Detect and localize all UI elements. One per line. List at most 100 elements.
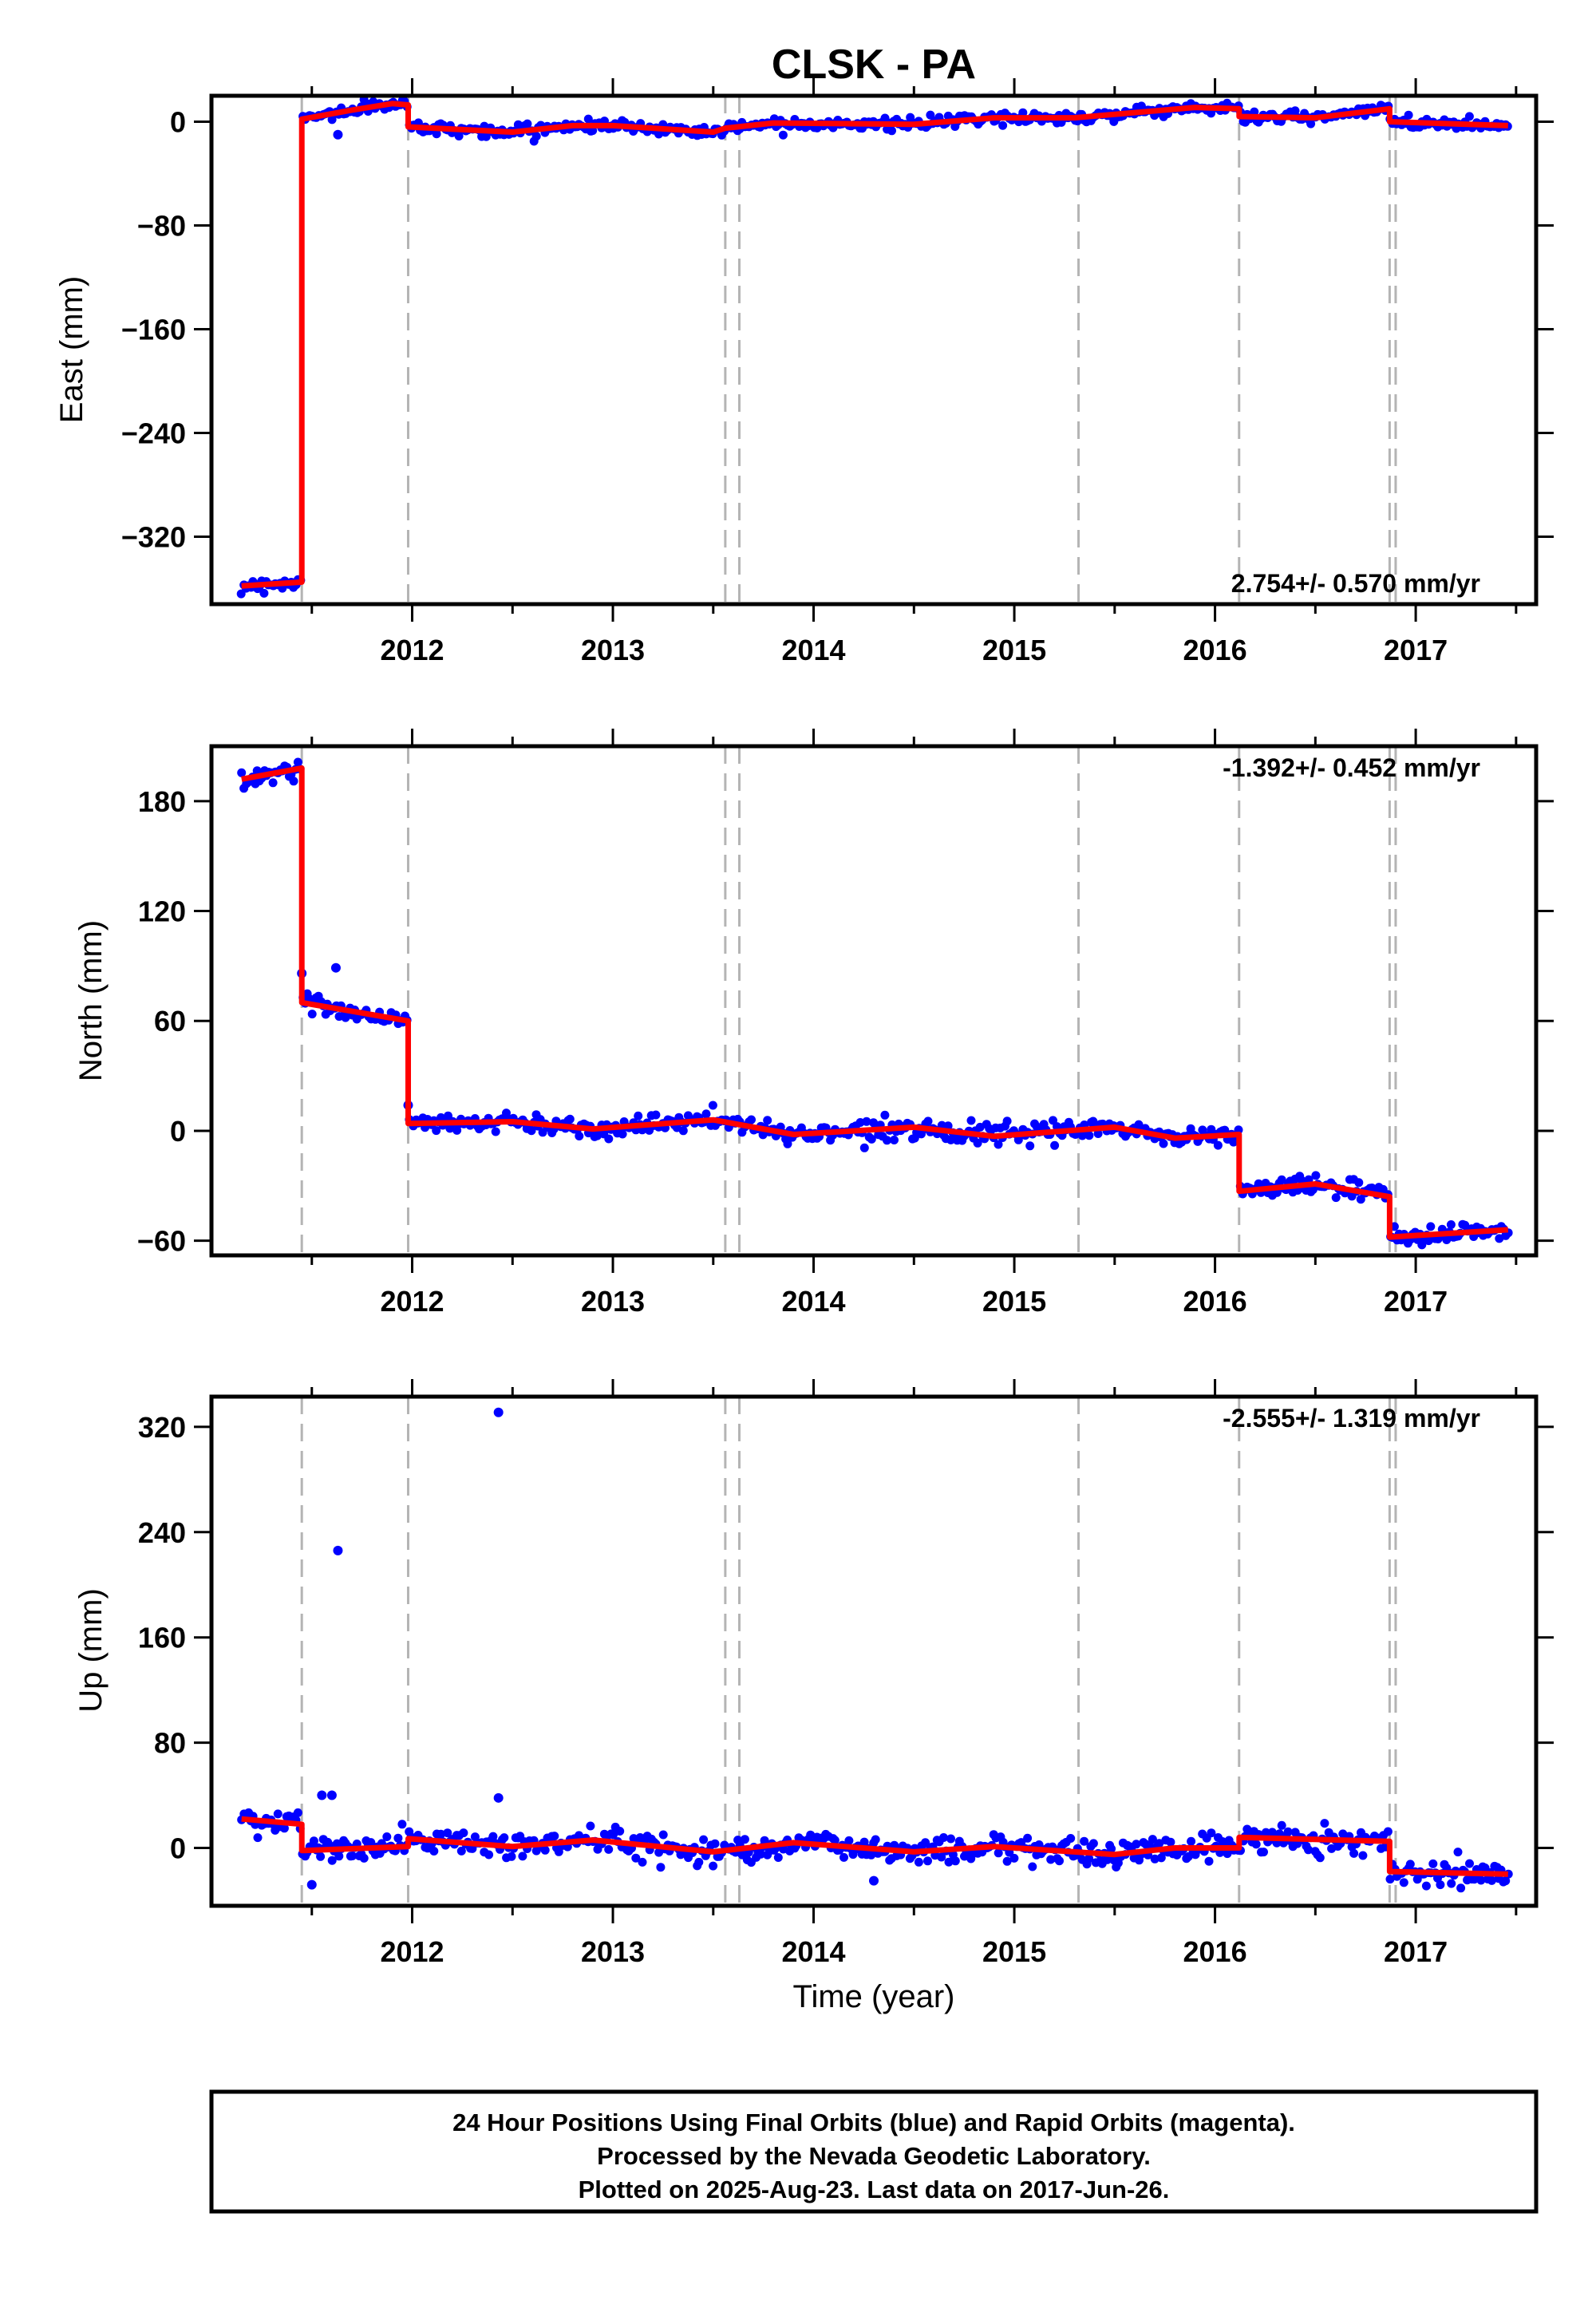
up-outlier-point	[326, 1790, 337, 1800]
north-final-point	[289, 777, 298, 786]
north-x-tick-label: 2014	[781, 1285, 845, 1318]
up-final-point	[540, 1845, 550, 1855]
up-final-point	[1023, 1833, 1033, 1843]
north-final-point	[618, 1129, 627, 1139]
east-final-point	[523, 119, 532, 128]
chart-title: CLSK - PA	[772, 41, 976, 88]
up-final-point	[518, 1852, 527, 1861]
east-y-tick-label: −160	[121, 314, 186, 346]
up-final-point	[1207, 1828, 1216, 1838]
north-final-point	[783, 1139, 792, 1148]
north-final-point	[880, 1110, 890, 1120]
up-final-point	[1166, 1837, 1175, 1847]
up-final-point	[710, 1839, 720, 1848]
east-panel: 2012 2013 2014 2015 2016 2017 0 −80 −160 −240 −320…	[54, 78, 1554, 666]
up-axis-label: Up (mm)	[73, 1588, 109, 1713]
up-x-tick-label: 2014	[781, 1935, 845, 1968]
north-final-point	[1311, 1171, 1321, 1180]
east-outlier-point	[333, 129, 343, 140]
up-x-tick-label: 2016	[1183, 1935, 1247, 1968]
up-final-point	[1223, 1849, 1232, 1859]
up-final-point	[1066, 1834, 1076, 1843]
up-final-point	[488, 1832, 498, 1841]
up-final-point	[1002, 1856, 1012, 1866]
north-final-point	[538, 1128, 547, 1137]
north-final-point	[678, 1126, 688, 1136]
up-final-point	[859, 1837, 869, 1847]
north-final-point	[1050, 1140, 1060, 1150]
up-final-point	[507, 1852, 516, 1861]
up-final-point	[1383, 1827, 1393, 1836]
north-x-tick-label: 2016	[1183, 1285, 1247, 1318]
up-plot-frame	[209, 1394, 1539, 1908]
east-final-point	[1464, 112, 1474, 121]
up-panel: 2012 2013 2014 2015 2016 2017 320 240 160 80 0 Up …	[73, 1379, 1554, 2014]
north-y-tick-label: 120	[138, 895, 186, 928]
north-final-point	[432, 1126, 441, 1136]
north-model-line	[241, 765, 1509, 1240]
north-tick-marks	[194, 729, 1554, 1273]
up-final-point	[327, 1856, 337, 1865]
up-outlier-point	[493, 1407, 504, 1417]
east-y-tick-label: 0	[170, 106, 186, 139]
up-outlier-point	[869, 1875, 879, 1886]
up-x-tick-label: 2013	[581, 1935, 645, 1968]
east-final-point	[1290, 106, 1300, 116]
north-final-point	[1442, 1235, 1452, 1244]
east-rate-label: 2.754+/- 0.570 mm/yr	[1231, 569, 1480, 598]
up-final-point	[1204, 1856, 1214, 1866]
up-final-point	[839, 1852, 848, 1862]
up-model-polyline	[241, 1816, 1508, 1877]
east-final-point	[926, 110, 935, 120]
up-final-point	[1304, 1845, 1313, 1855]
up-final-point	[1132, 1840, 1141, 1849]
up-final-point	[1103, 1855, 1112, 1864]
north-final-point	[763, 1116, 772, 1125]
up-final-point	[273, 1809, 282, 1819]
north-x-tick-label: 2015	[982, 1285, 1046, 1318]
up-final-point	[459, 1828, 468, 1838]
up-final-point	[1476, 1875, 1486, 1885]
up-y-tick-label: 160	[138, 1622, 186, 1654]
north-final-point	[862, 1117, 871, 1126]
east-x-tick-label: 2017	[1384, 634, 1448, 666]
up-model-line	[241, 1816, 1508, 1877]
north-final-point	[527, 1126, 536, 1136]
north-y-tick-label: 0	[170, 1115, 186, 1148]
north-final-point	[268, 778, 278, 788]
up-outlier-point	[333, 1545, 343, 1555]
up-final-point	[309, 1836, 318, 1846]
north-x-tick-label: 2017	[1384, 1285, 1448, 1318]
up-final-point	[1009, 1853, 1019, 1863]
up-final-point	[654, 1848, 664, 1857]
up-final-point	[1261, 1828, 1270, 1837]
up-final-point	[923, 1856, 932, 1866]
up-final-point	[631, 1853, 641, 1863]
up-final-point	[1399, 1878, 1408, 1887]
east-final-point	[778, 130, 788, 140]
up-final-point	[443, 1828, 452, 1838]
north-final-point	[701, 1109, 711, 1119]
up-final-point	[366, 1838, 376, 1848]
up-final-point	[1456, 1883, 1466, 1893]
up-final-point	[1084, 1854, 1094, 1863]
up-final-point	[1421, 1881, 1431, 1891]
east-x-tick-label: 2015	[982, 634, 1046, 666]
east-x-tick-label: 2014	[781, 634, 845, 666]
up-final-point	[1183, 1852, 1193, 1861]
east-model-polyline	[241, 101, 1508, 589]
up-final-point	[1487, 1875, 1496, 1885]
up-final-point	[550, 1832, 559, 1841]
north-final-point	[237, 768, 247, 777]
north-final-point	[1220, 1125, 1230, 1135]
north-y-tick-label: −60	[137, 1225, 186, 1258]
north-final-point	[1025, 1141, 1035, 1151]
up-final-point	[484, 1850, 494, 1860]
up-final-point	[1453, 1848, 1463, 1857]
east-x-tick-label: 2016	[1183, 634, 1247, 666]
north-final-point	[867, 1134, 876, 1144]
north-final-point	[1002, 1117, 1012, 1126]
east-final-point	[998, 121, 1008, 130]
east-final-point	[531, 132, 541, 141]
